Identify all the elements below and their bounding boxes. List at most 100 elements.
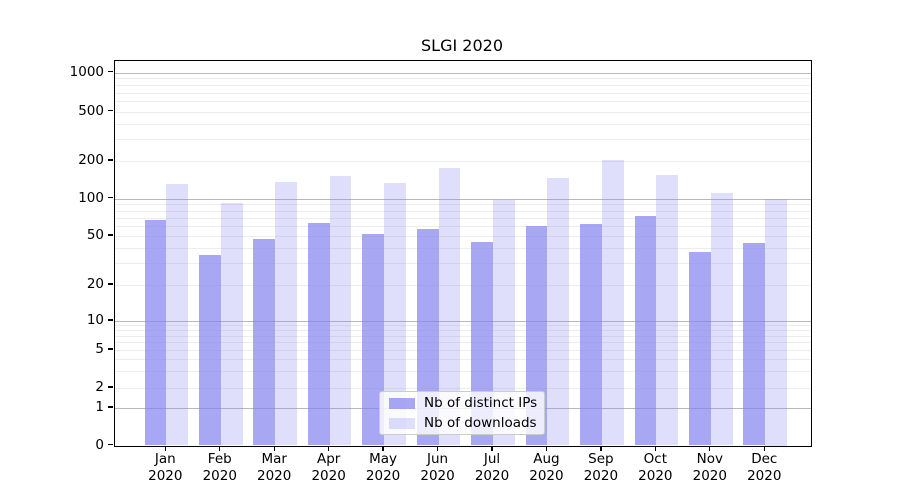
bar-distinct-ips-sep: [580, 224, 602, 446]
gridline-minor: [115, 123, 811, 125]
x-tick-label-nov: Nov 2020: [678, 451, 742, 484]
x-tick-label-sep: Sep 2020: [569, 451, 633, 484]
bar-downloads-jun: [438, 167, 461, 446]
gridline-minor: [115, 210, 811, 212]
x-tick-year: 2020: [257, 467, 292, 484]
bar-distinct-ips-mar: [253, 239, 276, 446]
x-tick-mark: [164, 446, 166, 451]
gridline-major: [115, 198, 811, 200]
y-tick-mark: [108, 406, 113, 408]
x-tick-label-jul: Jul 2020: [460, 451, 524, 484]
bar-downloads-apr: [329, 175, 352, 446]
x-tick-month: Dec: [751, 451, 778, 467]
x-tick-month: Sep: [588, 451, 614, 467]
y-tick-mark: [108, 386, 113, 388]
gridline-minor: [115, 217, 811, 219]
y-tick-mark: [108, 70, 113, 73]
y-tick-mark: [108, 234, 113, 236]
y-tick-label: 20: [86, 276, 104, 292]
x-tick-label-oct: Oct 2020: [623, 451, 687, 484]
x-tick-label-feb: Feb 2020: [188, 451, 252, 484]
y-tick-mark: [108, 196, 113, 199]
gridline-minor: [115, 92, 811, 94]
gridline-minor: [115, 204, 811, 206]
y-tick-label: 1000: [69, 63, 104, 80]
x-tick-month: Jul: [483, 451, 501, 467]
x-tick-month: May: [369, 451, 398, 467]
gridline-minor: [115, 139, 811, 141]
bar-downloads-nov: [710, 193, 733, 446]
y-tick-label: 100: [78, 189, 104, 206]
bar-downloads-jul: [493, 199, 515, 446]
gridline-minor: [115, 236, 811, 237]
bar-distinct-ips-feb: [198, 255, 221, 446]
gridline-minor: [115, 85, 811, 87]
bar-downloads-dec: [765, 198, 788, 446]
x-tick-mark: [491, 446, 493, 451]
y-tick-label: 10: [86, 312, 104, 328]
x-tick-month: Aug: [533, 451, 560, 467]
plot-area: [114, 60, 812, 447]
y-tick-mark: [108, 283, 113, 285]
bar-distinct-ips-oct: [634, 216, 657, 446]
x-tick-mark: [654, 446, 656, 451]
x-tick-year: 2020: [148, 467, 183, 484]
x-tick-month: Mar: [261, 451, 287, 467]
bar-downloads-mar: [275, 182, 297, 446]
x-tick-month: Feb: [207, 451, 232, 467]
bar-downloads-jan: [166, 184, 189, 446]
x-tick-mark: [709, 446, 711, 451]
x-tick-mark: [600, 446, 602, 451]
x-tick-mark: [545, 446, 548, 451]
bar-downloads-sep: [601, 159, 624, 446]
x-tick-year: 2020: [474, 467, 510, 484]
x-tick-mark: [763, 446, 765, 451]
x-tick-year: 2020: [202, 467, 237, 484]
x-tick-mark: [273, 446, 275, 451]
bar-downloads-oct: [656, 174, 679, 446]
x-tick-year: 2020: [529, 467, 564, 484]
gridline-minor: [115, 371, 811, 373]
bar-distinct-ips-may: [362, 233, 385, 446]
y-tick-label: 200: [78, 152, 104, 168]
legend: Nb of distinct IPs Nb of downloads: [379, 391, 545, 435]
y-tick-label: 5: [95, 341, 104, 357]
gridline-minor: [115, 111, 811, 113]
gridline-major: [115, 72, 811, 74]
y-tick-mark: [108, 348, 113, 350]
legend-item-distinct-ips: Nb of distinct IPs: [389, 395, 538, 411]
gridline-minor: [115, 285, 811, 286]
y-tick-label: 0: [95, 436, 104, 453]
x-tick-label-may: May 2020: [351, 451, 415, 484]
x-tick-mark: [219, 446, 221, 451]
x-tick-label-mar: Mar 2020: [242, 451, 306, 484]
bar-downloads-feb: [220, 203, 243, 446]
legend-swatch-distinct-ips: [389, 397, 415, 409]
y-tick-mark: [108, 443, 113, 446]
gridline-minor: [115, 78, 811, 80]
gridline-minor: [115, 335, 811, 337]
bar-distinct-ips-jan: [144, 220, 167, 446]
x-tick-month: Jun: [427, 451, 449, 467]
bar-distinct-ips-dec: [743, 242, 766, 446]
legend-label-distinct-ips: Nb of distinct IPs: [424, 395, 538, 411]
x-tick-month: Oct: [643, 451, 668, 467]
gridline-minor: [115, 359, 811, 361]
x-tick-label-jan: Jan 2020: [133, 451, 197, 484]
y-tick-mark: [108, 159, 113, 161]
x-tick-year: 2020: [311, 467, 346, 484]
bar-downloads-aug: [547, 178, 570, 446]
gridline-major: [115, 321, 811, 322]
gridline-minor: [115, 330, 811, 332]
x-tick-year: 2020: [583, 467, 619, 484]
bar-downloads-may: [384, 183, 406, 446]
legend-swatch-downloads: [389, 417, 415, 429]
gridline-minor: [115, 388, 811, 389]
gridline-minor: [115, 325, 811, 327]
x-tick-year: 2020: [420, 467, 455, 484]
y-tick-label: 1: [95, 399, 104, 415]
x-tick-mark: [436, 446, 439, 451]
y-tick-label: 500: [78, 102, 104, 119]
gridline-minor: [115, 263, 811, 265]
